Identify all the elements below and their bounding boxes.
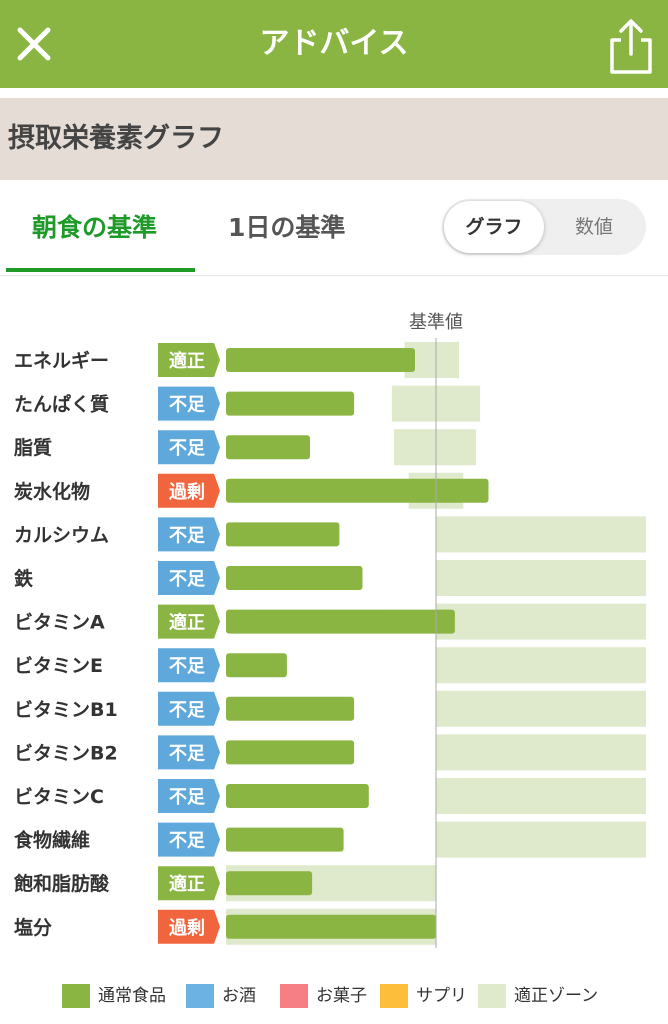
bar <box>226 784 369 808</box>
reference-label: 基準値 <box>409 312 463 333</box>
status-badge <box>158 909 220 944</box>
category-label: 塩分 <box>14 916 52 939</box>
toggle-values[interactable]: 数値 <box>574 216 613 238</box>
bar <box>226 566 363 590</box>
bar <box>226 871 313 896</box>
status-badge <box>158 648 220 683</box>
category-label: ビタミンC <box>14 786 104 808</box>
status-badge <box>158 517 220 552</box>
legend-label: 通常食品 <box>98 986 166 1006</box>
status-badge <box>158 386 220 421</box>
category-label: ビタミンB1 <box>14 699 118 721</box>
status-badge-label: 不足 <box>169 569 205 590</box>
legend-swatch <box>280 984 308 1008</box>
category-label: 食物繊維 <box>14 829 90 852</box>
status-badge-label: 不足 <box>169 395 205 416</box>
chart-legend: 通常食品 お酒 お菓子 サプリ 適正ゾーン <box>0 972 668 1018</box>
status-badge-label: 適正 <box>169 612 205 634</box>
category-label: エネルギー <box>14 350 109 372</box>
proper-zone <box>436 690 646 727</box>
bar <box>226 609 455 634</box>
category-label: ビタミンB2 <box>14 742 118 764</box>
bar <box>226 740 355 765</box>
bar <box>226 522 340 547</box>
legend-swatch <box>62 984 90 1008</box>
status-badge-label: 不足 <box>169 787 205 808</box>
bar <box>226 696 355 721</box>
legend-label: お酒 <box>222 986 256 1006</box>
tab-daily-standard[interactable]: 1日の基準 <box>228 213 346 242</box>
category-label: ビタミンE <box>14 655 103 677</box>
close-icon[interactable] <box>14 24 54 64</box>
bar <box>226 391 355 416</box>
status-badge-label: 不足 <box>169 438 205 459</box>
proper-zone <box>436 734 646 771</box>
legend-swatch <box>478 984 506 1008</box>
proper-zone <box>436 821 646 858</box>
proper-zone <box>436 778 646 814</box>
status-badge-label: 過剰 <box>169 481 205 503</box>
proper-zone <box>436 516 646 553</box>
legend-label: サプリ <box>416 986 467 1006</box>
status-badge <box>158 822 220 857</box>
status-badge-label: 不足 <box>169 831 205 852</box>
legend-label: お菓子 <box>316 986 367 1006</box>
proper-zone <box>394 429 476 466</box>
proper-zone <box>436 560 646 596</box>
category-label: たんぱく質 <box>14 393 109 416</box>
share-icon[interactable] <box>606 18 656 76</box>
status-badge-label: 不足 <box>169 656 205 677</box>
view-toggle[interactable]: グラフ 数値 <box>442 199 646 255</box>
category-label: 脂質 <box>14 436 52 459</box>
tab-bar: 朝食の基準 1日の基準 グラフ 数値 <box>0 180 668 276</box>
tab-breakfast-standard[interactable]: 朝食の基準 <box>32 213 158 242</box>
status-badge <box>158 473 220 508</box>
bar <box>226 348 415 372</box>
app-header: アドバイス <box>0 0 668 88</box>
category-label: ビタミンA <box>14 612 105 634</box>
status-badge <box>158 866 220 901</box>
category-label: カルシウム <box>14 524 109 546</box>
status-badge <box>158 735 220 770</box>
status-badge <box>158 561 220 595</box>
toggle-graph[interactable]: グラフ <box>444 201 544 253</box>
section-title: 摂取栄養素グラフ <box>8 123 224 154</box>
status-badge-label: 適正 <box>169 873 205 895</box>
page-title: アドバイス <box>259 26 409 61</box>
status-badge <box>158 430 220 465</box>
status-badge-label: 不足 <box>169 743 205 764</box>
status-badge <box>158 343 220 377</box>
bar <box>226 653 287 678</box>
proper-zone <box>436 603 646 640</box>
legend-swatch <box>186 984 214 1008</box>
category-label: 鉄 <box>14 567 33 590</box>
bar <box>226 478 489 503</box>
legend-label: 適正ゾーン <box>514 986 599 1006</box>
status-badge <box>158 779 220 813</box>
status-badge-label: 過剰 <box>169 917 205 939</box>
bar <box>226 435 310 460</box>
proper-zone <box>436 647 646 684</box>
legend-swatch <box>380 984 408 1008</box>
active-tab-indicator <box>6 268 195 272</box>
status-badge <box>158 691 220 726</box>
category-label: 飽和脂肪酸 <box>13 872 110 895</box>
bar <box>226 827 344 852</box>
category-label: 炭水化物 <box>14 480 90 503</box>
status-badge <box>158 604 220 639</box>
status-badge-label: 不足 <box>169 525 205 546</box>
status-badge-label: 不足 <box>169 700 205 721</box>
section-header: 摂取栄養素グラフ <box>0 98 668 180</box>
status-badge-label: 適正 <box>169 350 205 372</box>
bar <box>226 914 436 939</box>
